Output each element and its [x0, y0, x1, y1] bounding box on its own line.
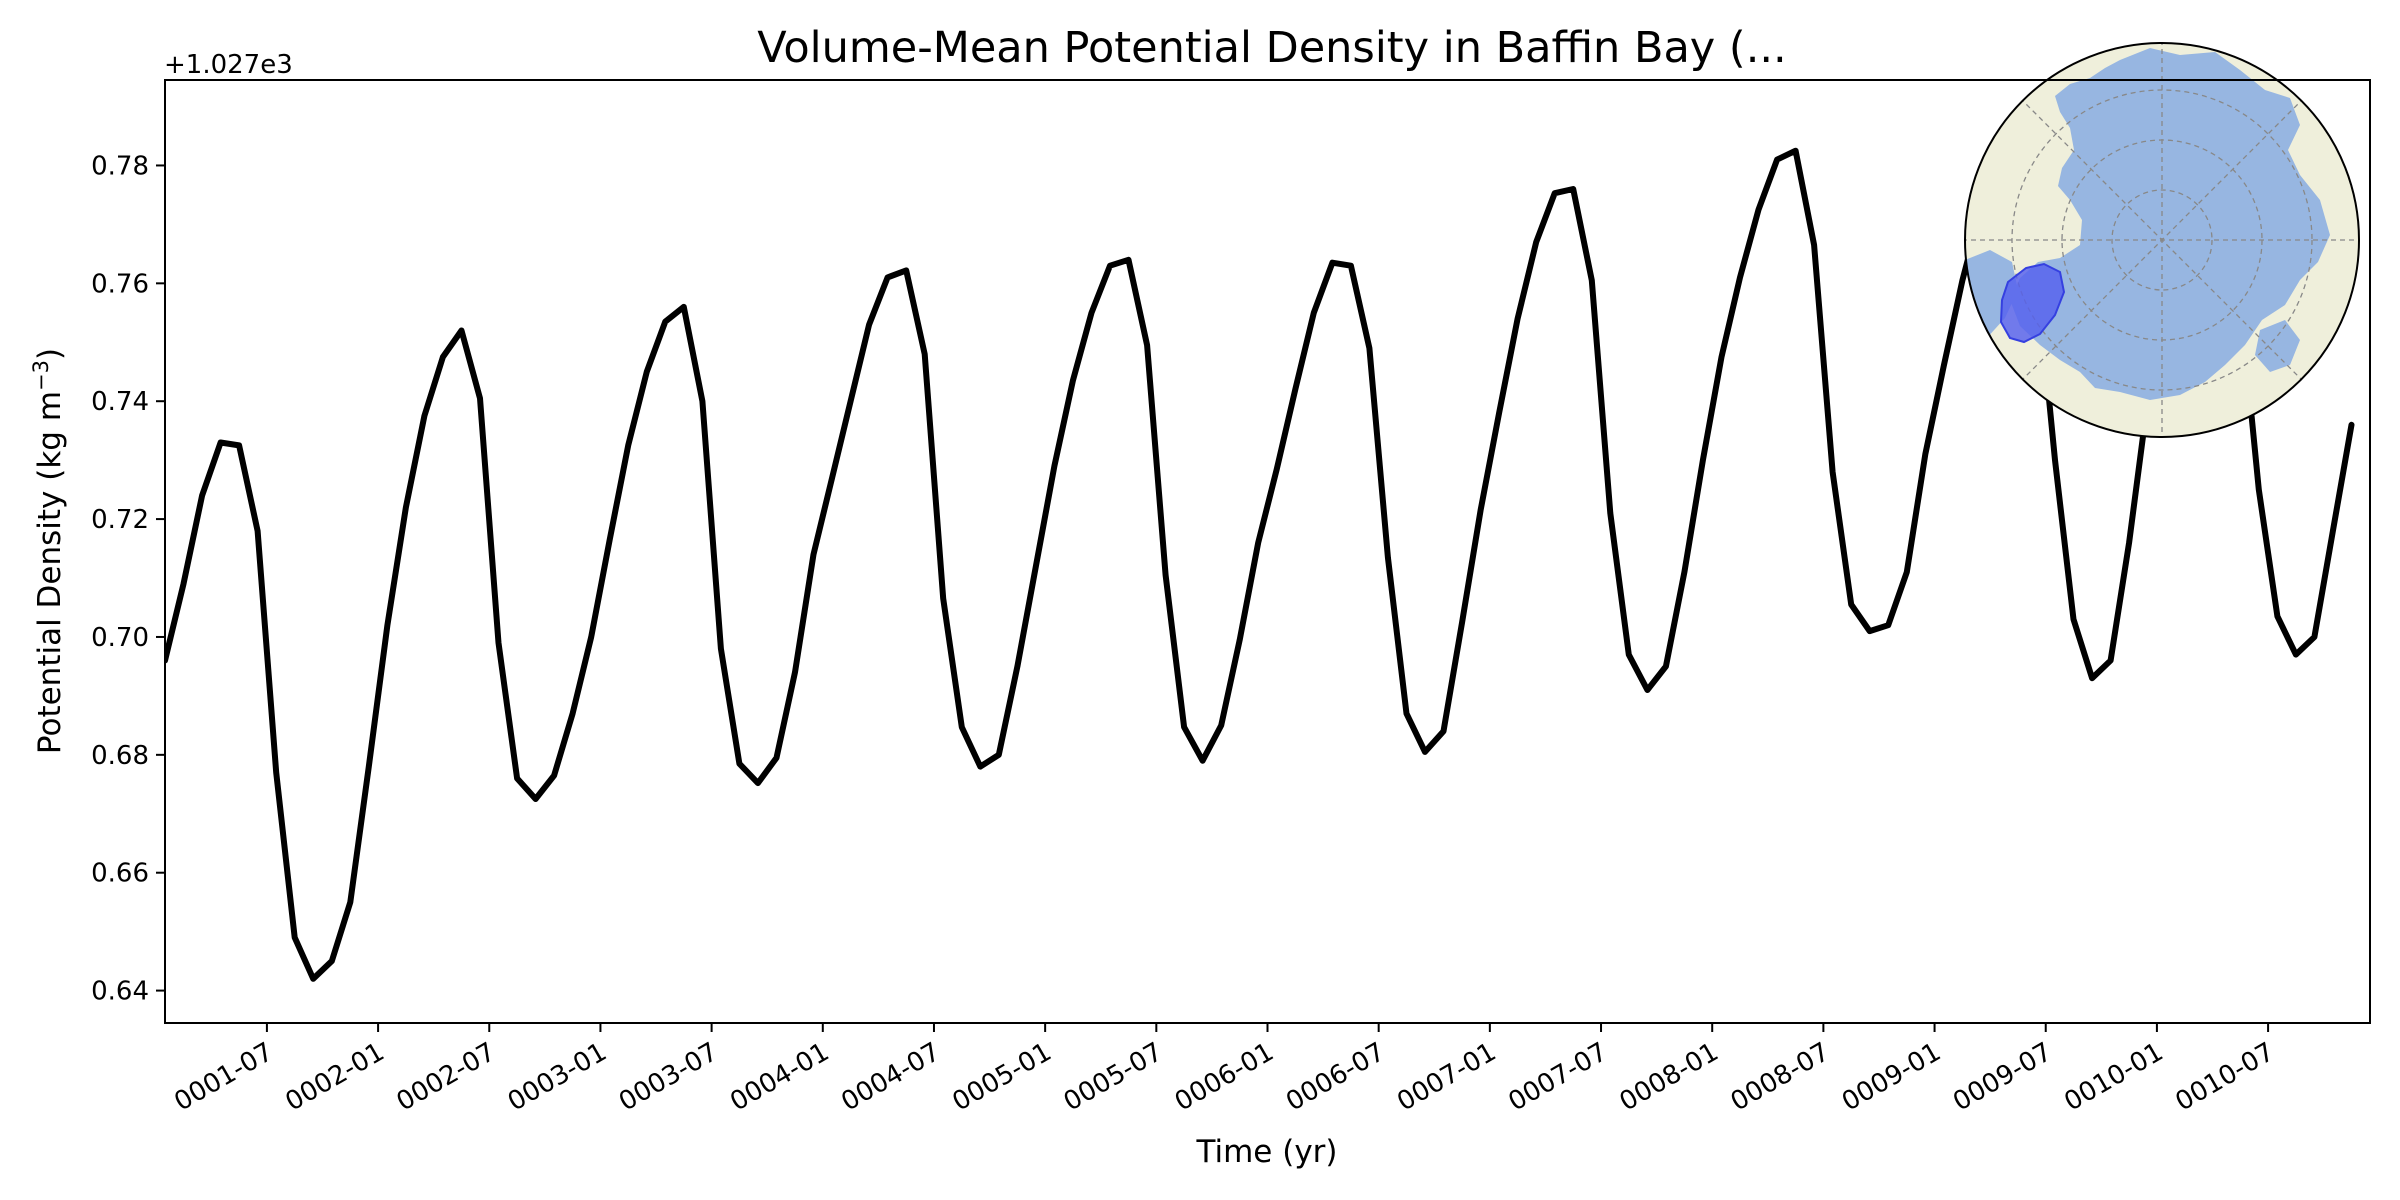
baffin-bay-region: [1999, 262, 2066, 344]
y-offset-label: +1.027e3: [164, 50, 293, 80]
y-tick-label: 0.76: [91, 269, 149, 299]
y-tick-label: 0.64: [91, 977, 149, 1007]
y-axis-ticks: 0.64 0.66 0.68 0.70 0.72 0.74 0.76 0.78: [91, 151, 165, 1007]
map-ocean: [2010, 48, 2330, 400]
map-graticule: [1965, 43, 2359, 437]
map-ocean-southeast: [2255, 320, 2300, 372]
inset-map: [1964, 42, 2360, 438]
y-tick-label: 0.78: [91, 151, 149, 181]
x-axis-title: Time (yr): [1196, 1134, 1338, 1170]
chart-title: Volume-Mean Potential Density in Baffin …: [757, 23, 1786, 73]
y-axis-title: Potential Density (kg m−3): [29, 348, 68, 754]
y-tick-label: 0.66: [91, 859, 149, 889]
map-outline: [1964, 42, 2360, 438]
y-tick-label: 0.72: [91, 505, 149, 535]
y-tick-label: 0.68: [91, 741, 149, 771]
y-tick-label: 0.70: [91, 623, 149, 653]
plot-frame: [164, 79, 2371, 1024]
y-tick-label: 0.74: [91, 387, 149, 417]
